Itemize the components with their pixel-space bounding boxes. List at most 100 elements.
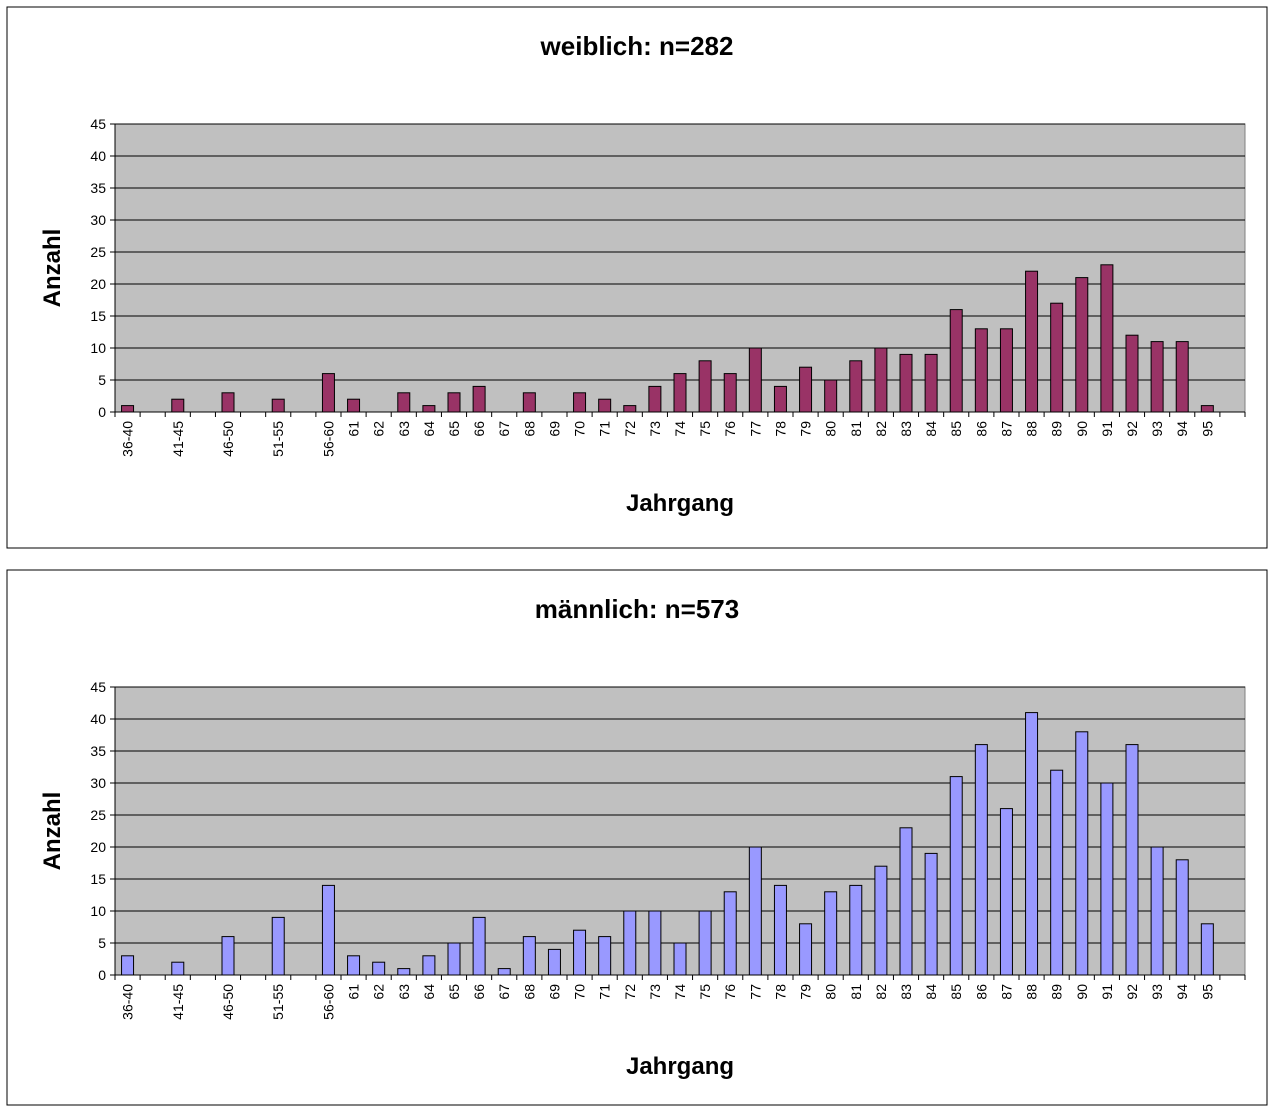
bar	[1175, 859, 1189, 976]
y-tick-label: 40	[90, 148, 106, 164]
y-tick-label: 45	[90, 679, 106, 695]
bar	[849, 360, 863, 413]
bar	[598, 398, 612, 413]
x-tick-label: 90	[1074, 984, 1090, 1000]
bar	[849, 884, 863, 976]
bar	[723, 891, 737, 976]
x-tick-label: 69	[546, 984, 562, 1000]
bar	[999, 328, 1013, 413]
bar	[1200, 405, 1214, 413]
x-tick-label: 69	[546, 421, 562, 437]
bar	[573, 392, 587, 413]
bar	[974, 744, 988, 976]
bar	[623, 910, 637, 976]
x-tick-label: 64	[421, 421, 437, 437]
x-tick-label: 85	[948, 421, 964, 437]
x-tick-label: 41-45	[170, 421, 186, 457]
chart-title: männlich: n=573	[535, 594, 739, 624]
bar	[347, 955, 361, 976]
bar	[1125, 334, 1139, 413]
bar	[472, 916, 486, 976]
x-tick-label: 77	[747, 421, 763, 437]
x-tick-label: 90	[1074, 421, 1090, 437]
x-tick-label: 75	[697, 421, 713, 437]
x-tick-label: 82	[873, 984, 889, 1000]
bar	[447, 392, 461, 413]
x-tick-label: 65	[446, 421, 462, 437]
x-tick-label: 79	[798, 421, 814, 437]
bar	[773, 385, 787, 413]
bar	[347, 398, 361, 413]
x-tick-label: 91	[1099, 984, 1115, 1000]
bar	[999, 808, 1013, 976]
bar	[121, 405, 135, 413]
x-tick-label: 94	[1174, 984, 1190, 1000]
bar	[1200, 923, 1214, 976]
x-tick-label: 80	[823, 984, 839, 1000]
bar	[899, 353, 913, 413]
y-tick-label: 20	[90, 839, 106, 855]
y-tick-label: 5	[98, 935, 106, 951]
x-tick-label: 89	[1049, 984, 1065, 1000]
y-tick-label: 15	[90, 308, 106, 324]
bar	[874, 865, 888, 976]
x-tick-label: 88	[1024, 421, 1040, 437]
bar	[221, 936, 235, 976]
bar	[1050, 302, 1064, 413]
x-tick-label: 95	[1199, 984, 1215, 1000]
y-axis-title: Anzahl	[39, 229, 66, 308]
bar	[1075, 277, 1089, 413]
x-tick-label: 73	[647, 421, 663, 437]
x-tick-label: 83	[898, 421, 914, 437]
y-tick-label: 20	[90, 276, 106, 292]
x-tick-label: 66	[471, 984, 487, 1000]
x-tick-label: 71	[597, 421, 613, 437]
x-tick-label: 74	[672, 984, 688, 1000]
x-tick-label: 67	[496, 984, 512, 1000]
x-tick-label: 68	[521, 984, 537, 1000]
x-tick-label: 86	[973, 421, 989, 437]
x-tick-label: 92	[1124, 421, 1140, 437]
x-tick-label: 78	[772, 984, 788, 1000]
bar	[824, 891, 838, 976]
x-tick-label: 76	[722, 421, 738, 437]
y-tick-label: 40	[90, 711, 106, 727]
bar	[522, 936, 536, 976]
bar	[422, 955, 436, 976]
bar	[673, 373, 687, 413]
bar	[723, 373, 737, 413]
x-axis-title: Jahrgang	[626, 1053, 734, 1080]
x-tick-label: 77	[747, 984, 763, 1000]
chart-title: weiblich: n=282	[540, 31, 734, 61]
x-tick-label: 63	[396, 984, 412, 1000]
x-tick-label: 86	[973, 984, 989, 1000]
x-tick-label: 36-40	[120, 421, 136, 457]
y-tick-label: 45	[90, 116, 106, 132]
y-tick-label: 30	[90, 212, 106, 228]
bar	[121, 955, 135, 976]
bar	[447, 942, 461, 976]
bar	[1075, 731, 1089, 976]
x-tick-label: 56-60	[320, 421, 336, 457]
bar	[497, 968, 511, 976]
bar	[874, 347, 888, 413]
x-tick-label: 67	[496, 421, 512, 437]
x-tick-label: 46-50	[220, 421, 236, 457]
bar	[547, 948, 561, 976]
x-tick-label: 87	[998, 421, 1014, 437]
bar	[648, 910, 662, 976]
x-tick-label: 64	[421, 984, 437, 1000]
x-tick-label: 84	[923, 421, 939, 437]
x-tick-label: 61	[346, 984, 362, 1000]
bar	[974, 328, 988, 413]
x-tick-label: 88	[1024, 984, 1040, 1000]
x-tick-label: 93	[1149, 984, 1165, 1000]
bar	[799, 366, 813, 413]
bar	[1100, 264, 1114, 413]
x-tick-label: 80	[823, 421, 839, 437]
bar	[1125, 744, 1139, 976]
x-tick-label: 36-40	[120, 984, 136, 1020]
x-tick-label: 89	[1049, 421, 1065, 437]
x-tick-label: 78	[772, 421, 788, 437]
bar	[1150, 341, 1164, 413]
